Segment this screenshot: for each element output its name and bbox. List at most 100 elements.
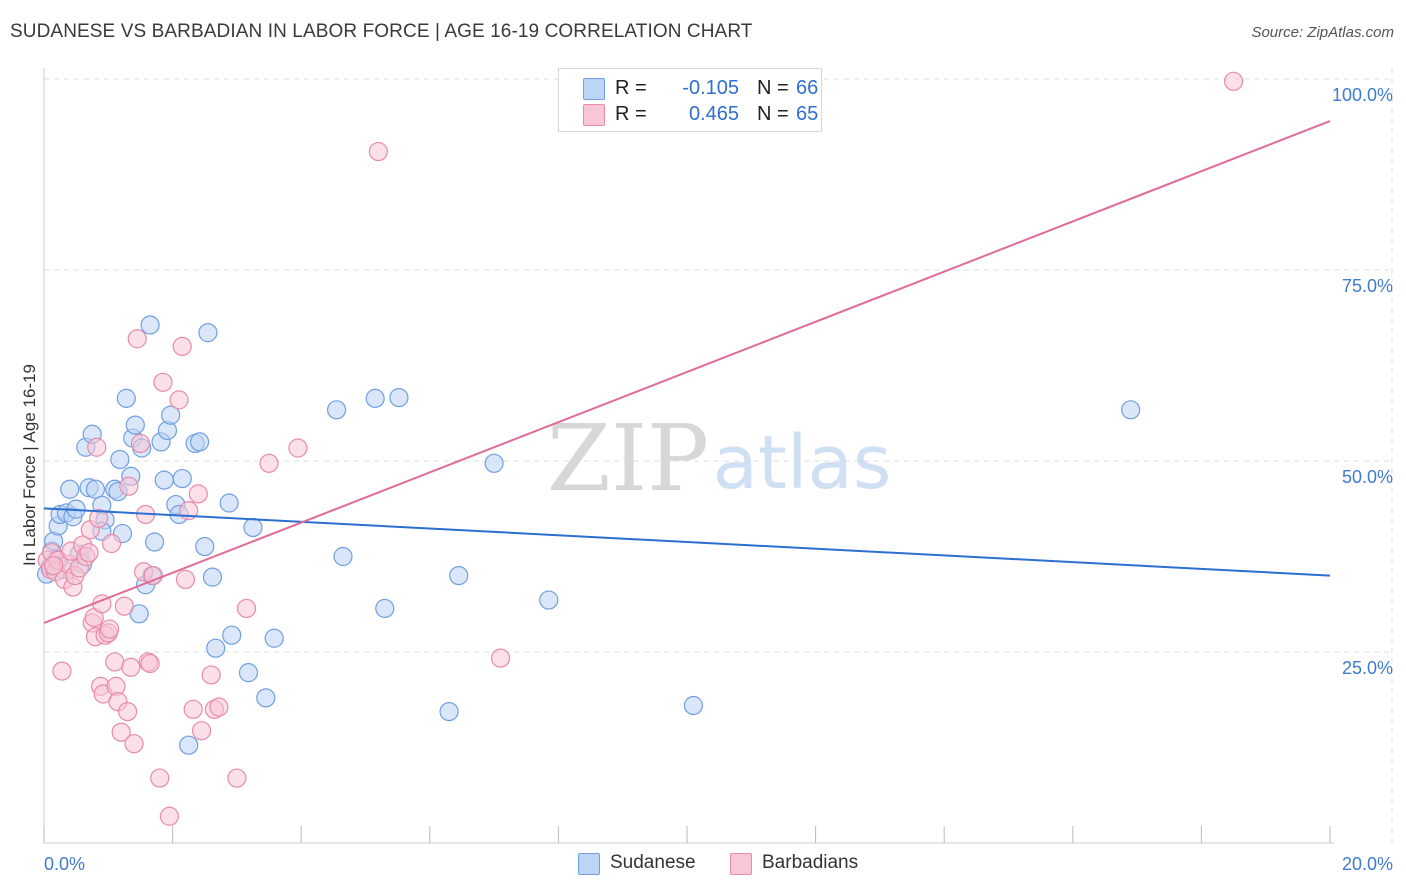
sudanese-point — [206, 638, 226, 658]
barbadians-point — [259, 453, 279, 473]
sudanese-point — [144, 532, 165, 552]
sudanese-point — [389, 387, 409, 408]
y-tick-label: 75.0% — [1342, 276, 1393, 296]
sudanese-points — [36, 315, 1141, 755]
barbadians-point — [201, 665, 221, 685]
sudanese-point — [449, 565, 469, 586]
barbadians-point — [121, 657, 141, 677]
barbadians-trendline — [43, 120, 1331, 624]
barbadians-point — [209, 697, 229, 717]
sudanese-point — [1121, 400, 1141, 420]
barbadians-point — [79, 543, 99, 563]
source-label: Source: ZipAtlas.com — [1251, 24, 1394, 41]
n-label: N = — [757, 77, 789, 99]
sudanese-point — [333, 546, 353, 567]
barbadians-point — [368, 141, 388, 162]
sudanese-point — [375, 598, 395, 619]
sudanese-point — [264, 628, 284, 648]
barbadians-point — [490, 648, 511, 668]
sudanese-point — [243, 517, 263, 538]
barbadians-point — [1223, 71, 1244, 91]
axes — [43, 68, 1334, 844]
n-label: N = — [757, 103, 789, 125]
correlation-legend: R = -0.105 N = 66 R = 0.465 N = 65 — [558, 68, 822, 132]
barbadians-point — [130, 433, 151, 454]
sudanese-point — [172, 468, 192, 489]
barbadians-point — [87, 437, 107, 457]
r-value: -0.105 — [682, 77, 739, 99]
watermark-zip: ZIP — [547, 405, 709, 512]
sudanese-swatch — [583, 78, 605, 100]
barbadians-point — [159, 806, 179, 826]
barbadians-point — [44, 556, 64, 576]
sudanese-point — [219, 493, 239, 513]
barbadians-point — [105, 652, 125, 672]
sudanese-point — [365, 388, 385, 408]
trendlines — [43, 120, 1331, 624]
sudanese-point — [116, 388, 136, 408]
sudanese-point — [539, 590, 559, 610]
barbadians-points — [37, 71, 1244, 826]
sudanese-point — [238, 663, 259, 683]
sudanese-point — [256, 688, 276, 708]
barbadians-point — [188, 484, 208, 504]
barbadians-point — [114, 596, 134, 616]
barbadians-point — [143, 565, 163, 586]
y-axis-label: In Labor Force | Age 16-19 — [20, 364, 39, 566]
barbadians-legend-label: Barbadians — [762, 852, 859, 873]
sudanese-point — [439, 701, 459, 722]
sudanese-point — [60, 479, 80, 499]
sudanese-point — [85, 479, 106, 499]
barbadians-point — [89, 508, 109, 528]
barbadians-point — [101, 533, 122, 554]
barbadians-point — [119, 476, 139, 496]
sudanese-point — [222, 625, 242, 645]
sudanese-point — [161, 405, 181, 425]
barbadians-swatch — [730, 853, 752, 875]
r-label: R = — [615, 77, 647, 99]
sudanese-legend-label: Sudanese — [610, 852, 696, 873]
watermark-atlas: atlas — [713, 420, 892, 506]
tick-labels: 25.0% 50.0% 75.0% 100.0% 0.0% 20.0% — [44, 85, 1393, 874]
sudanese-point — [110, 449, 130, 470]
sudanese-point — [140, 315, 160, 335]
barbadians-point — [183, 699, 203, 719]
barbadians-point — [236, 598, 257, 619]
sudanese-point — [125, 415, 145, 435]
barbadians-point — [169, 390, 189, 410]
sudanese-point — [326, 400, 347, 420]
sudanese-swatch — [578, 853, 600, 875]
x-tick-label: 0.0% — [44, 854, 85, 874]
barbadians-point — [52, 661, 72, 681]
sudanese-point — [179, 735, 199, 755]
barbadians-point — [191, 721, 212, 741]
y-tick-label: 50.0% — [1342, 467, 1393, 487]
barbadians-point — [117, 701, 138, 722]
barbadians-point — [111, 722, 131, 742]
sudanese-point — [190, 432, 210, 452]
barbadians-point — [227, 768, 247, 788]
y-tick-label: 100.0% — [1332, 85, 1393, 105]
n-value: 66 — [796, 77, 819, 99]
barbadians-point — [99, 619, 120, 639]
sudanese-point — [198, 323, 218, 343]
sudanese-point — [484, 453, 504, 473]
r-value: 0.465 — [688, 103, 739, 125]
barbadians-point — [172, 336, 192, 356]
r-label: R = — [615, 103, 647, 125]
barbadians-point — [140, 653, 160, 674]
sudanese-trendline — [43, 507, 1331, 577]
barbadians-point — [124, 734, 144, 754]
barbadians-point — [153, 372, 173, 392]
n-value: 65 — [796, 103, 819, 125]
x-tick-label: 20.0% — [1342, 854, 1393, 874]
barbadians-point — [150, 768, 170, 788]
barbadians-point — [288, 438, 308, 458]
sudanese-point — [683, 695, 704, 716]
sudanese-point — [154, 470, 174, 490]
sudanese-point — [195, 536, 215, 557]
barbadians-point — [127, 329, 147, 349]
chart-title: SUDANESE VS BARBADIAN IN LABOR FORCE | A… — [10, 21, 753, 42]
sudanese-point — [202, 567, 223, 587]
